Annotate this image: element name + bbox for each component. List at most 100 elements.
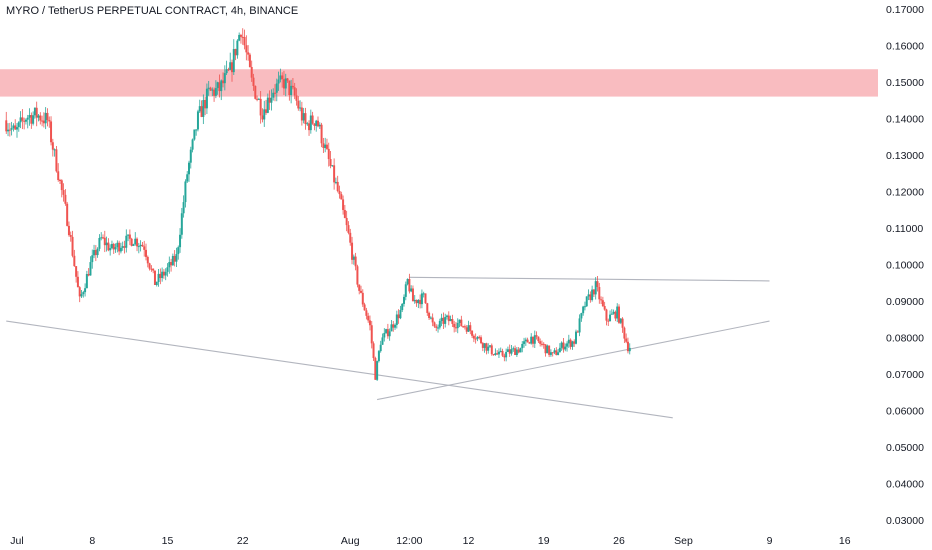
candle-body — [467, 325, 470, 332]
candle-body — [619, 318, 622, 323]
candle-body — [42, 120, 45, 124]
candle-body — [78, 287, 81, 297]
candle-body — [231, 62, 233, 73]
candle-body — [494, 353, 497, 355]
candle-body — [340, 194, 343, 200]
time-axis[interactable]: Jul 8 15 22 Aug 12:00 12 19 26 Sep 9 16 — [10, 535, 850, 547]
candle-body — [152, 268, 155, 271]
candle-body — [94, 250, 97, 256]
descending-support-trendline[interactable] — [6, 320, 673, 419]
candle-body — [8, 129, 11, 131]
candle-body — [594, 281, 597, 295]
candle-body — [209, 87, 212, 91]
candle-body — [16, 127, 18, 130]
candle-body — [535, 335, 538, 337]
price-tick-label: 0.17000 — [886, 4, 924, 16]
candle-body — [161, 271, 164, 279]
candle-body — [270, 97, 273, 103]
candle-body — [628, 347, 631, 352]
candle-body — [51, 142, 54, 150]
candle-body — [392, 324, 395, 328]
candle-body — [609, 314, 612, 322]
candle-body — [415, 299, 418, 304]
candle-body — [35, 107, 38, 118]
candle-body — [456, 322, 459, 329]
candle-body — [397, 314, 400, 319]
candle-body — [618, 306, 620, 323]
price-tick-label: 0.12000 — [886, 187, 924, 199]
candle-body — [155, 281, 158, 286]
candle-body — [370, 325, 373, 344]
candle-body — [607, 320, 610, 322]
candle-body — [46, 112, 49, 121]
price-tick-label: 0.16000 — [886, 41, 924, 53]
candle-body — [266, 97, 269, 113]
candle-body — [533, 335, 536, 344]
candle-body — [542, 343, 545, 345]
candle-body — [603, 306, 606, 310]
candle-body — [247, 52, 250, 55]
candle-body — [311, 115, 314, 124]
candle-body — [168, 262, 171, 268]
candle-body — [404, 284, 407, 297]
candle-body — [184, 181, 187, 203]
candle-body — [426, 303, 429, 313]
candle-body — [293, 87, 296, 96]
candle-body — [139, 244, 142, 247]
triangle-bottom-trendline[interactable] — [377, 320, 770, 401]
candle-body — [503, 355, 506, 358]
candle-body — [12, 125, 15, 129]
candle-body — [528, 342, 531, 344]
candle-body — [614, 311, 617, 319]
price-axis[interactable]: 0.17000 0.16000 0.15000 0.14000 0.13000 0.120… — [886, 4, 924, 527]
candle-body — [354, 256, 357, 267]
candle-body — [91, 255, 94, 263]
candle-body — [334, 181, 337, 183]
candle-body — [218, 82, 221, 92]
candle-body — [5, 120, 8, 132]
candle-body — [291, 85, 294, 88]
candle-body — [372, 343, 375, 358]
candle-body — [162, 271, 165, 276]
candle-body — [600, 299, 603, 301]
candle-body — [517, 349, 520, 353]
candle-body — [182, 202, 185, 214]
candle-body — [7, 129, 10, 132]
candle-body — [213, 89, 216, 96]
candle-body — [469, 325, 472, 331]
price-tick-label: 0.03000 — [886, 515, 924, 527]
candle-body — [438, 320, 441, 328]
resistance-zone[interactable] — [0, 69, 878, 97]
candle-body — [553, 350, 556, 353]
candle-body — [26, 117, 29, 120]
candle-body — [566, 343, 569, 347]
candle-body — [385, 329, 388, 333]
candle-body — [64, 194, 67, 204]
candle-body — [480, 337, 483, 344]
candle-body — [166, 267, 169, 272]
candle-body — [313, 123, 316, 126]
candle-body — [281, 75, 284, 80]
candle-body — [309, 115, 312, 131]
candle-body — [239, 34, 242, 37]
candle-body — [322, 143, 325, 148]
candle-body — [591, 289, 594, 301]
time-tick-label: Jul — [10, 535, 23, 547]
candle-body — [277, 79, 280, 84]
candle-body — [506, 349, 509, 352]
candle-body — [200, 106, 203, 117]
candle-body — [485, 343, 488, 351]
candle-body — [571, 341, 574, 347]
candle-body — [544, 344, 547, 354]
time-tick-label: 22 — [237, 535, 249, 547]
triangle-top-trendline[interactable] — [409, 276, 770, 282]
candle-body — [252, 77, 255, 87]
candle-body — [132, 244, 135, 246]
candle-body — [526, 339, 529, 343]
candle-body — [179, 234, 182, 248]
candle-body — [399, 310, 402, 319]
candle-body — [202, 100, 205, 117]
candle-body — [112, 243, 115, 250]
candle-body — [560, 342, 563, 348]
